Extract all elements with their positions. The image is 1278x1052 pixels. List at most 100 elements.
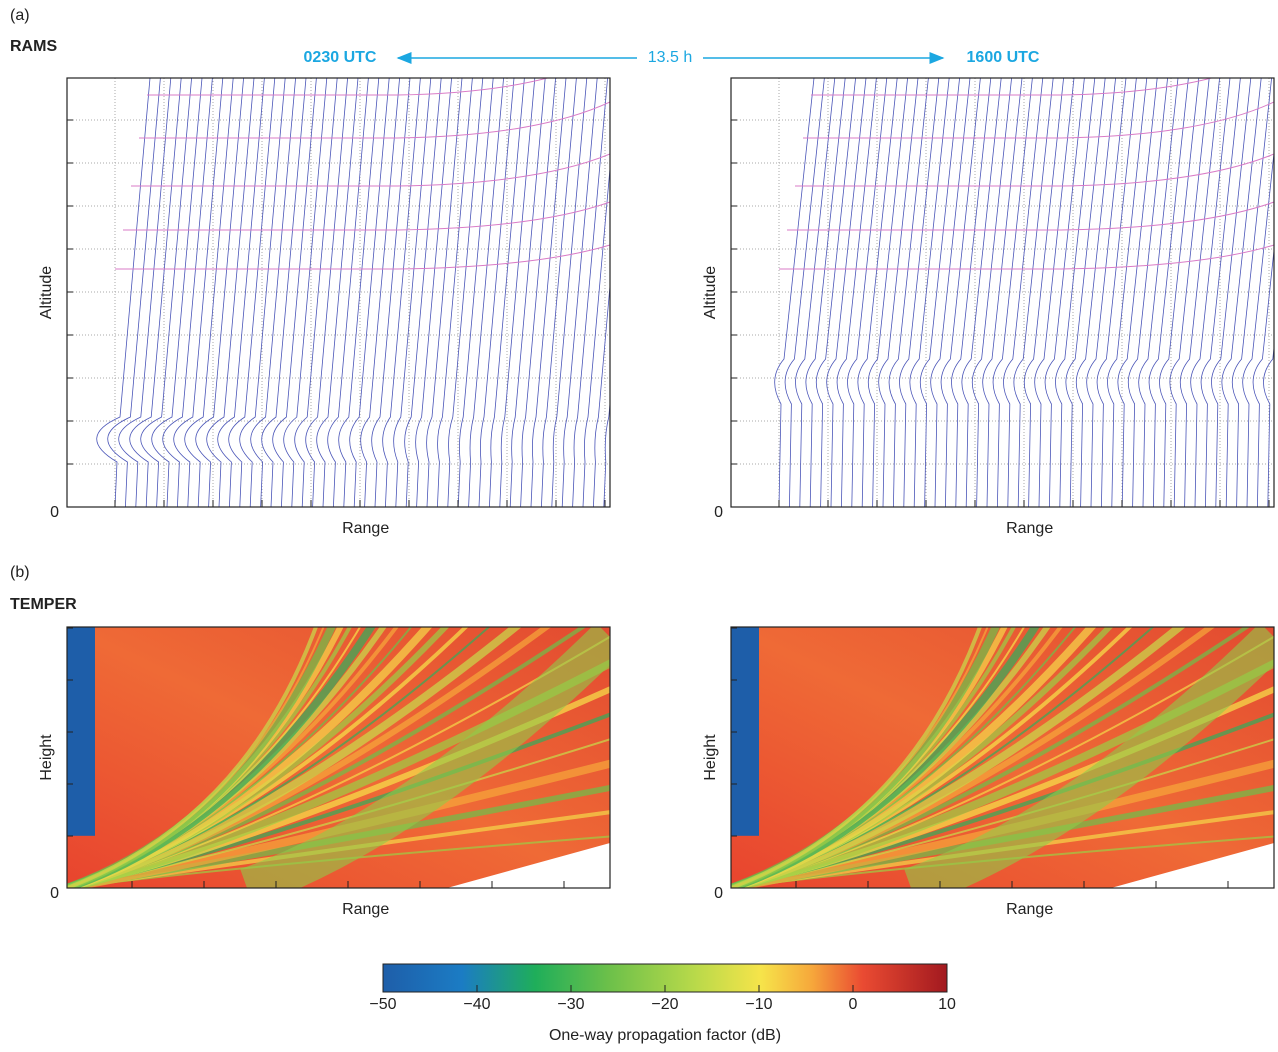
beam: [67, 627, 433, 888]
time-label: 0230 UTC: [304, 49, 377, 66]
beam: [731, 627, 1186, 888]
ray: [393, 78, 432, 507]
ray: [1138, 78, 1179, 507]
ray-front: [811, 78, 1214, 96]
x-axis-label: Range: [342, 520, 389, 537]
ray: [520, 78, 556, 507]
ray: [305, 78, 348, 507]
terrain: [1111, 843, 1274, 888]
ray: [1086, 78, 1127, 507]
ray: [593, 281, 610, 507]
ray: [1231, 78, 1272, 507]
beam: [67, 738, 610, 888]
ray: [272, 78, 317, 507]
ray: [1065, 78, 1106, 507]
x-axis-label: Range: [342, 901, 389, 918]
ray: [294, 78, 338, 507]
shadow-zone: [731, 627, 759, 836]
ray: [1200, 78, 1241, 507]
ray: [1242, 149, 1274, 507]
ray: [184, 78, 234, 507]
ray-front: [795, 153, 1274, 187]
ray: [1169, 78, 1210, 507]
ray: [961, 78, 1002, 507]
panel-label: (a): [10, 7, 30, 24]
ray: [572, 78, 608, 507]
colorbar-tick-label: −10: [745, 996, 772, 1013]
plot-frame: [66, 626, 611, 889]
beam: [240, 627, 610, 888]
ray: [1179, 78, 1220, 507]
beam: [67, 627, 522, 888]
ray: [625, 78, 660, 507]
ray: [541, 78, 577, 507]
ray: [382, 78, 421, 507]
plot-frame: [730, 626, 1275, 889]
ray: [426, 78, 463, 507]
colorbar-tick-label: 10: [938, 996, 956, 1013]
time-label: 1600 UTC: [967, 49, 1040, 66]
ray: [951, 78, 992, 507]
beam: [731, 835, 1274, 888]
beam: [731, 627, 1040, 888]
ray: [805, 78, 846, 507]
ray: [1190, 78, 1231, 507]
beam: [67, 627, 336, 888]
ray: [261, 78, 307, 507]
ray: [919, 78, 960, 507]
ray: [930, 78, 971, 507]
ray: [1003, 78, 1044, 507]
ray: [96, 78, 151, 507]
x-axis-label: Range: [1006, 520, 1053, 537]
ray: [940, 78, 981, 507]
ray-front: [779, 244, 1274, 270]
ray: [140, 78, 192, 507]
ray: [784, 78, 825, 507]
ray: [1023, 78, 1064, 507]
ray: [118, 78, 172, 507]
colorbar-tick-label: −40: [463, 996, 490, 1013]
ray-front: [787, 201, 1274, 231]
beam: [731, 627, 1000, 888]
ray: [195, 78, 244, 507]
ray: [795, 78, 836, 507]
ray-front: [115, 244, 610, 270]
y-tick-label: 0: [50, 504, 59, 521]
ray: [327, 78, 369, 507]
model-label: TEMPER: [10, 596, 77, 613]
ray: [478, 78, 515, 507]
ray: [509, 78, 546, 507]
ray: [1127, 78, 1168, 507]
ray: [774, 78, 815, 507]
y-tick-label: 0: [50, 885, 59, 902]
beam: [731, 627, 1097, 888]
ray: [371, 78, 411, 507]
ray: [1034, 78, 1075, 507]
ray: [250, 78, 296, 507]
ray-front: [123, 201, 610, 231]
beam: [731, 759, 1274, 888]
ray: [404, 78, 442, 507]
beam: [67, 627, 376, 888]
ray: [468, 78, 504, 507]
ray: [360, 78, 400, 507]
ray: [437, 78, 473, 507]
ray: [530, 78, 567, 507]
beam: [67, 627, 318, 888]
ray: [603, 398, 610, 507]
ray: [228, 78, 276, 507]
colorbar-tick-label: −20: [651, 996, 678, 1013]
beam: [67, 835, 610, 888]
ray: [836, 78, 877, 507]
y-axis-label: Altitude: [38, 266, 55, 319]
colorbar-tick-label: −50: [369, 996, 396, 1013]
terrain: [447, 843, 610, 888]
ray: [899, 78, 940, 507]
ray: [1075, 78, 1116, 507]
ray: [1211, 78, 1252, 507]
ray: [239, 78, 286, 507]
ray: [283, 78, 328, 507]
ray: [316, 78, 359, 507]
ray: [151, 78, 203, 507]
plot-area: [731, 627, 1274, 888]
